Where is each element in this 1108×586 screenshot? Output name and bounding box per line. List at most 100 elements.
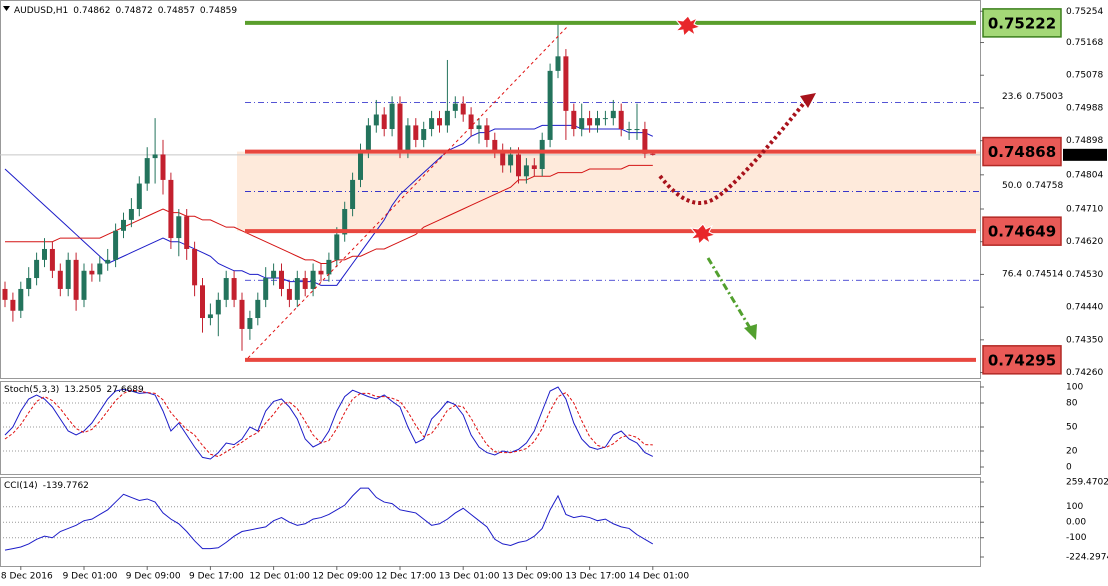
y-tick-label: 0.74440 (1066, 303, 1103, 313)
candle-body (2, 288, 8, 300)
candle-body (484, 125, 490, 140)
y-tick-label: 0.74620 (1066, 237, 1103, 247)
candle-body (334, 234, 340, 260)
indicator-line (4, 386, 654, 460)
candle-body (286, 288, 292, 300)
decoration (247, 15, 816, 359)
candle-body (113, 230, 119, 260)
y-tick-label: 0.74260 (1066, 368, 1103, 378)
candle-body (650, 153, 656, 155)
level-label: 0.74868 (988, 143, 1056, 161)
candle-body (34, 259, 40, 279)
candle-body (350, 179, 356, 209)
indicator-line (4, 487, 654, 551)
header-part: Stoch(5,3,3) (4, 385, 59, 395)
candle-body (215, 299, 221, 315)
candle-body (365, 125, 371, 151)
level-box (982, 216, 1062, 246)
candle-body (342, 208, 348, 235)
break-icon (674, 15, 702, 38)
moving-average (4, 124, 654, 286)
x-tick-label: 13 Dec 09:00 (502, 572, 563, 582)
candle-body (263, 278, 269, 300)
indicator-line (4, 389, 653, 458)
x-tick-label: 12 Dec 17:00 (376, 572, 437, 582)
panel-frame (0, 381, 981, 475)
candle-body (595, 118, 600, 126)
y-tick-label: 0.74710 (1066, 204, 1103, 214)
candle-body (207, 314, 213, 319)
candle-body (42, 248, 47, 260)
x-tick-label: 12 Dec 09:00 (313, 572, 374, 582)
candle-body (279, 270, 284, 289)
candle-body (184, 216, 190, 249)
candle-body (634, 129, 640, 131)
candle-body (239, 299, 245, 329)
candle-body (444, 110, 450, 126)
x-tick-label: 13 Dec 17:00 (565, 572, 626, 582)
candle-body (373, 114, 379, 126)
candle-body (531, 165, 537, 170)
header-part: 0.74872 (115, 6, 152, 16)
y-tick-label: 0 (1066, 463, 1072, 473)
candle-body (389, 103, 395, 130)
bear-arrow-head (744, 324, 757, 340)
candle-body (255, 299, 261, 319)
candle-body (128, 208, 134, 220)
y-tick-label: 0.75078 (1066, 71, 1103, 81)
y-tick-label: 100 (1066, 502, 1083, 512)
candle-body (516, 154, 521, 177)
candle-body (579, 118, 585, 130)
candle-body (176, 216, 182, 239)
candle-body (247, 318, 253, 329)
candle-body (452, 103, 458, 111)
candle-body (571, 110, 577, 130)
candle-body (460, 103, 466, 115)
candle-body (381, 114, 387, 130)
bear-arrow (706, 257, 752, 329)
candle-body (563, 56, 569, 111)
price-tag-label: 0.74859 (1066, 150, 1103, 160)
candle-body (73, 259, 79, 300)
level-box (982, 345, 1062, 375)
candle-body (81, 270, 87, 300)
y-tick-label: 50 (1066, 423, 1078, 433)
fib-price: 0.74758 (1026, 181, 1063, 191)
y-tick-label: 100 (1066, 383, 1083, 393)
y-tick-label: 0.74988 (1066, 103, 1103, 113)
x-tick-label: 8 Dec 2016 (1, 572, 53, 582)
candle-body (271, 270, 277, 279)
y-tick-label: 0.74350 (1066, 335, 1103, 345)
y-tick-label: 0.74898 (1066, 136, 1103, 146)
candle-body (144, 158, 150, 184)
zone (237, 151, 980, 232)
candle-body (437, 118, 442, 126)
header-part: 0.74862 (73, 6, 110, 16)
candle-body (405, 125, 411, 151)
fib-price: 0.75003 (1026, 92, 1063, 102)
level-label: 0.74649 (988, 223, 1056, 241)
candle-body (294, 278, 300, 300)
candle-body (310, 270, 316, 289)
x-tick-label: 9 Dec 17:00 (189, 572, 244, 582)
y-tick-label: 0.74530 (1066, 270, 1103, 280)
candle-body (302, 278, 308, 289)
header-part: 0.74857 (158, 6, 195, 16)
candle-body (468, 114, 474, 130)
candle-body (610, 110, 616, 119)
y-tick-label: 259.4702 (1066, 477, 1108, 487)
candle-body (136, 183, 142, 209)
candle-body (121, 219, 126, 231)
candle-body (492, 139, 498, 151)
candle-body (539, 139, 545, 170)
candle-body (642, 129, 648, 154)
bull-arrow-head (800, 93, 816, 108)
candle-body (358, 150, 363, 180)
fib-level: 23.6 (1002, 92, 1022, 102)
break-icon (689, 223, 717, 246)
candle-body (49, 248, 55, 271)
fib-level: 76.4 (1002, 270, 1022, 280)
y-tick-label: 0.74804 (1066, 170, 1103, 180)
level-label: 0.75222 (988, 14, 1056, 32)
